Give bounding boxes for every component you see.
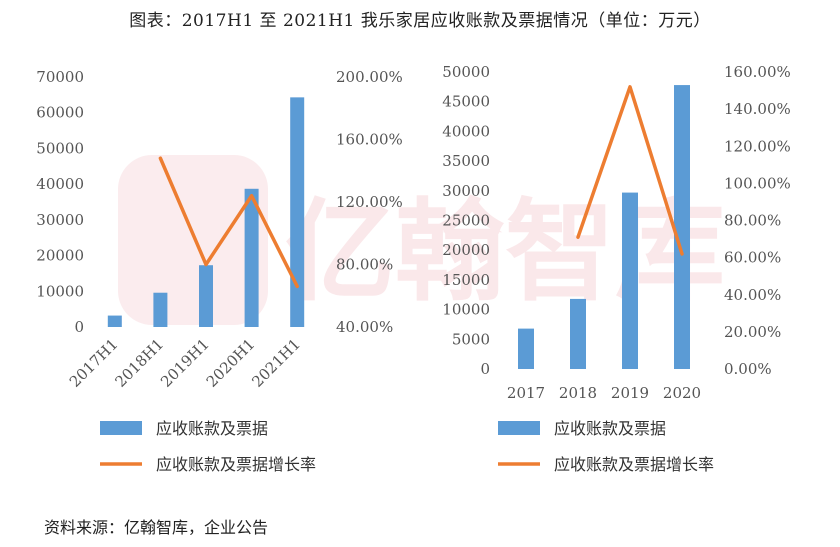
- left-axis-tick-label: 70000: [36, 68, 84, 86]
- left-axis-tick-label: 10000: [36, 282, 84, 300]
- left-axis-tick-label: 5000: [452, 330, 490, 348]
- bar: [107, 315, 122, 327]
- left-axis-tick-label: 0: [480, 360, 490, 378]
- bar: [518, 328, 534, 369]
- left-axis-tick-label: 10000: [442, 301, 490, 319]
- legend-label: 应收账款及票据: [156, 419, 268, 438]
- right-axis-tick-label: 80.00%: [336, 256, 393, 274]
- legend-label: 应收账款及票据增长率: [554, 455, 714, 474]
- left-axis-tick-label: 0: [74, 318, 84, 336]
- x-axis-tick-label: 2018: [559, 384, 597, 402]
- x-axis-tick-label: 2020H1: [203, 335, 259, 391]
- x-axis-tick-label: 2019: [611, 384, 649, 402]
- bar: [244, 188, 259, 327]
- growth-line: [158, 156, 299, 289]
- right-axis-tick-label: 40.00%: [336, 318, 393, 336]
- left-axis-tick-label: 15000: [442, 271, 490, 289]
- left-axis-tick-label: 25000: [442, 212, 490, 230]
- right-axis-tick-label: 60.00%: [724, 249, 781, 267]
- watermark-logo: [118, 155, 268, 325]
- right-axis-tick-label: 40.00%: [724, 286, 781, 304]
- left-axis-tick-label: 50000: [442, 63, 490, 81]
- left-axis-tick-label: 20000: [442, 241, 490, 259]
- x-axis-tick-label: 2020: [663, 384, 701, 402]
- legend-label: 应收账款及票据: [554, 419, 666, 438]
- chart-title: 图表：2017H1 至 2021H1 我乐家居应收账款及票据情况（单位：万元）: [129, 11, 711, 31]
- left-axis-tick-label: 50000: [36, 139, 84, 157]
- left-axis-tick-label: 30000: [36, 211, 84, 229]
- x-axis-tick-label: 2017: [507, 384, 545, 402]
- right-axis-tick-label: 140.00%: [724, 100, 791, 118]
- bar: [290, 97, 305, 327]
- x-axis-tick-label: 2021H1: [248, 335, 304, 391]
- left-axis-tick-label: 40000: [442, 122, 490, 140]
- right-axis-tick-label: 160.00%: [724, 63, 791, 81]
- legend-label: 应收账款及票据增长率: [156, 455, 316, 474]
- left-axis-tick-label: 30000: [442, 182, 490, 200]
- bar: [674, 85, 690, 370]
- left-axis-tick-label: 20000: [36, 247, 84, 265]
- left-axis-tick-label: 45000: [442, 93, 490, 111]
- bar: [570, 298, 586, 369]
- growth-line: [576, 85, 684, 256]
- x-axis-tick-label: 2019H1: [157, 335, 213, 391]
- source-note: 资料来源：亿翰智库，企业公告: [44, 518, 269, 537]
- right-axis-tick-label: 20.00%: [724, 323, 781, 341]
- right-axis-tick-label: 200.00%: [336, 68, 403, 86]
- right-axis-tick-label: 120.00%: [724, 137, 791, 155]
- left-axis-tick-label: 40000: [36, 175, 84, 193]
- legend-swatch-bar: [498, 421, 540, 435]
- right-axis-tick-label: 0.00%: [724, 360, 772, 378]
- bar: [153, 292, 168, 327]
- legend-swatch-bar: [100, 421, 142, 435]
- bar: [622, 192, 638, 369]
- watermark-text: 亿翰智库: [285, 188, 725, 316]
- right-axis-tick-label: 160.00%: [336, 131, 403, 149]
- bar: [199, 265, 213, 327]
- right-axis-tick-label: 120.00%: [336, 193, 403, 211]
- left-axis-tick-label: 35000: [442, 152, 490, 170]
- x-axis-tick-label: 2017H1: [66, 335, 122, 391]
- right-axis-tick-label: 100.00%: [724, 174, 791, 192]
- right-axis-tick-label: 80.00%: [724, 212, 781, 230]
- x-axis-tick-label: 2018H1: [111, 335, 167, 391]
- watermark: 亿翰智库: [118, 155, 725, 325]
- left-axis-tick-label: 60000: [36, 104, 84, 122]
- chart-annual: 0 5000 10000 15000 20000 25000 30000 35000 40000…: [442, 63, 790, 474]
